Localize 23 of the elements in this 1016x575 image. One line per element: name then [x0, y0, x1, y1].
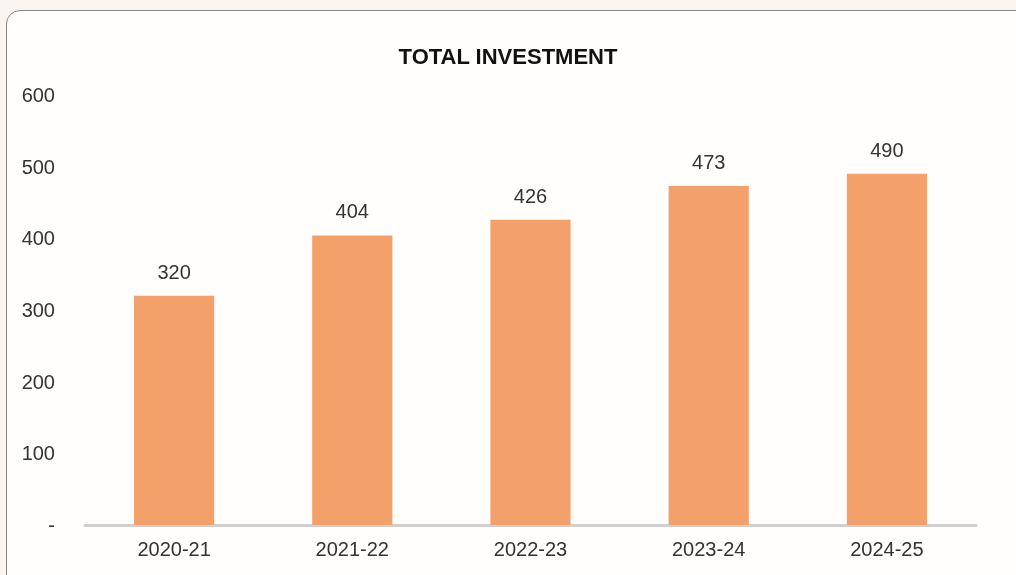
- y-tick-label: -: [48, 514, 55, 536]
- y-tick-label: 100: [21, 442, 55, 465]
- bar: [668, 186, 749, 525]
- data-label: 320: [157, 260, 191, 283]
- bar: [490, 219, 571, 525]
- y-tick-label: 200: [21, 370, 55, 393]
- y-tick-label: 400: [21, 227, 55, 250]
- bar: [134, 295, 215, 525]
- y-tick-label: 300: [21, 299, 55, 321]
- x-tick-label: 2023-24: [672, 538, 746, 560]
- bar: [312, 235, 393, 525]
- y-tick-label: 500: [21, 155, 55, 178]
- data-label: 473: [692, 151, 726, 174]
- bar: [846, 173, 927, 525]
- x-tick-label: 2021-22: [315, 538, 389, 560]
- x-tick-label: 2024-25: [850, 538, 924, 560]
- chart-title: TOTAL INVESTMENT: [398, 43, 618, 69]
- x-tick-label: 2020-21: [137, 538, 211, 560]
- data-label: 404: [335, 200, 369, 223]
- y-tick-label: 600: [21, 84, 55, 106]
- data-label: 490: [870, 138, 904, 161]
- data-label: 426: [513, 184, 548, 207]
- x-tick-label: 2022-23: [493, 538, 568, 560]
